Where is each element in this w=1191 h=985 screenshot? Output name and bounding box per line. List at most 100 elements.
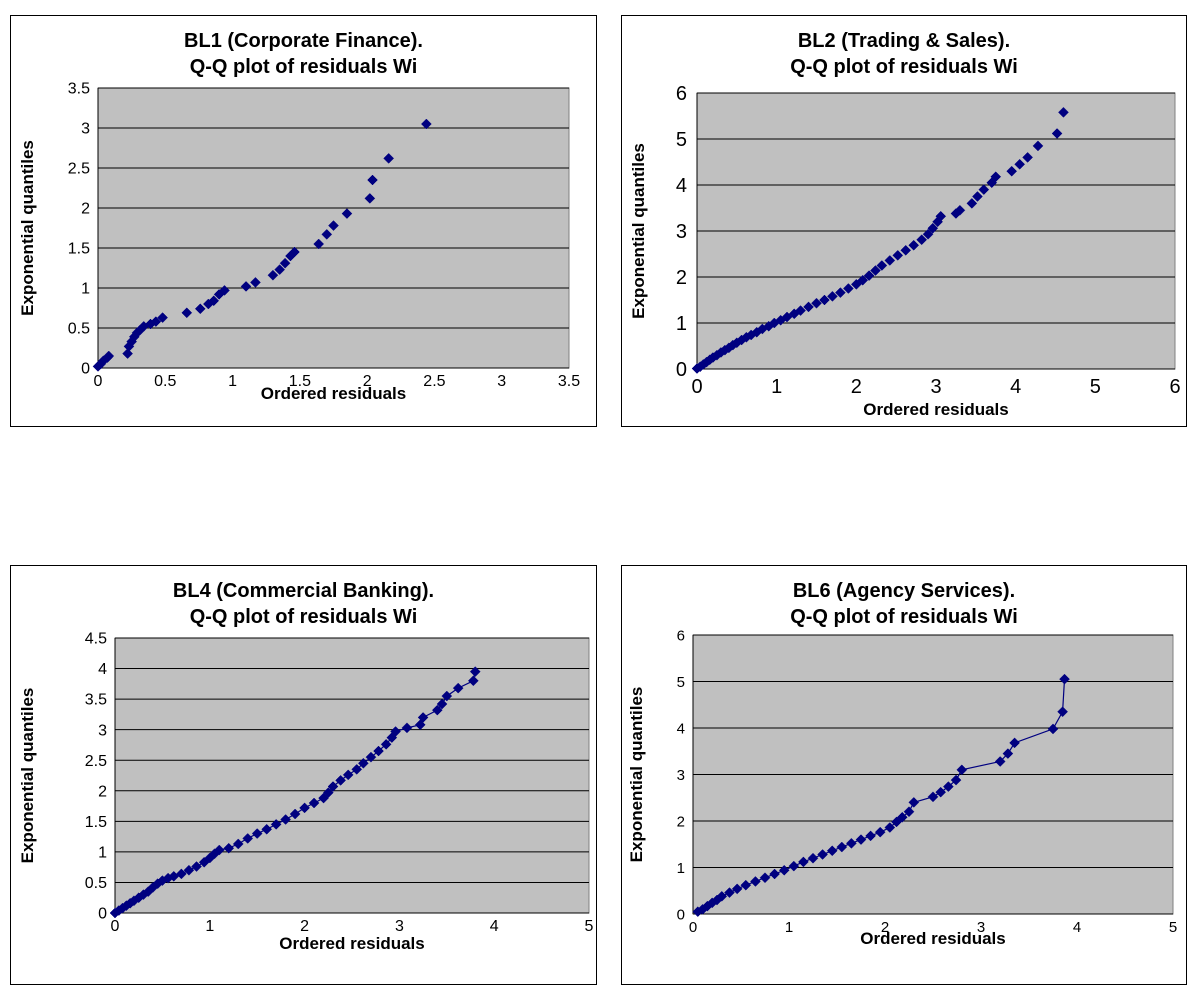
data-point <box>769 868 780 880</box>
x-tick-label: 5 <box>1169 919 1177 936</box>
chart-title-line-1: BL6 (Agency Services). <box>792 580 1016 602</box>
data-point <box>892 250 904 261</box>
data-point <box>194 303 206 315</box>
x-tick-label: 4 <box>490 918 499 935</box>
y-tick-label: 5 <box>677 674 685 691</box>
data-point <box>855 834 867 845</box>
x-tick-label: 0.5 <box>154 373 176 390</box>
x-axis-label: Ordered residuals <box>279 934 425 953</box>
data-point <box>122 348 133 359</box>
data-point <box>1022 152 1033 163</box>
data-point <box>817 849 828 860</box>
data-point <box>836 841 848 853</box>
chart-panel-bl4: BL4 (Commercial Banking). Q-Q plot of re… <box>10 565 597 985</box>
x-tick-label: 5 <box>1090 376 1101 398</box>
data-point <box>994 756 1006 767</box>
data-point <box>819 294 830 306</box>
data-point <box>383 153 395 164</box>
data-point <box>279 257 291 269</box>
y-tick-label: 5 <box>676 129 687 151</box>
chart-title-line-1: BL1 (Corporate Finance). <box>184 30 423 52</box>
data-point <box>401 722 413 734</box>
y-axis-label: Exponential quantiles <box>627 687 646 863</box>
data-point <box>308 797 320 809</box>
data-point <box>213 844 225 856</box>
data-point <box>467 675 479 687</box>
chart-title-line-2: Q-Q plot of residuals Wi <box>189 56 418 78</box>
chart-title: BL1 (Corporate Finance). Q-Q plot of res… <box>11 28 596 80</box>
y-tick-label: 4 <box>98 661 107 678</box>
y-tick-label: 3.5 <box>85 692 107 709</box>
y-tick-label: 0 <box>81 361 90 378</box>
data-point <box>380 738 392 750</box>
chart-title-line-2: Q-Q plot of residuals Wi <box>790 606 1018 628</box>
data-point <box>431 704 443 716</box>
data-point <box>1047 723 1059 735</box>
x-tick-label: 0 <box>691 376 702 398</box>
data-point <box>219 285 230 296</box>
data-point <box>335 775 346 786</box>
data-point <box>807 852 819 864</box>
x-tick-label: 1 <box>771 376 782 398</box>
x-tick-label: 3.5 <box>558 373 580 390</box>
x-tick-label: 2 <box>881 919 889 936</box>
x-tick-label: 3 <box>977 919 985 936</box>
x-tick-label: 2 <box>300 918 309 935</box>
x-tick-label: 4 <box>1073 919 1081 936</box>
y-tick-label: 3 <box>98 722 107 739</box>
data-point <box>417 712 429 723</box>
data-point <box>358 757 369 769</box>
scatter-plot: 0 1 2 3 4 5 6 0 1 2 3 4 5 Ordered residuals Exponentia… <box>627 627 1177 948</box>
y-tick-label: 3 <box>81 121 90 138</box>
data-point <box>943 781 954 792</box>
data-point <box>935 210 947 222</box>
data-point <box>232 838 244 850</box>
x-tick-label: 2.5 <box>423 373 445 390</box>
data-point <box>900 244 912 256</box>
data-point <box>803 301 814 313</box>
data-point <box>903 806 915 818</box>
x-tick-label: 1 <box>205 918 214 935</box>
data-point <box>341 208 353 219</box>
x-tick-label: 4 <box>1010 376 1021 398</box>
data-point <box>863 270 875 281</box>
data-point <box>908 239 920 251</box>
data-point <box>270 819 282 830</box>
data-point <box>1057 706 1068 718</box>
scatter-plot: 0 0.5 1 1.5 2 2.5 3 3.5 4 4.5 0 1 2 3 4 5 Ordered residu… <box>18 631 594 953</box>
chart-title-line-1: BL4 (Commercial Banking). <box>172 580 435 602</box>
data-point <box>299 802 310 814</box>
y-axis-label: Exponential quantiles <box>18 140 37 316</box>
chart-panel-bl6: BL6 (Agency Services). Q-Q plot of resid… <box>621 565 1187 985</box>
data-point <box>441 690 453 702</box>
data-point <box>891 816 902 828</box>
data-point <box>289 808 301 820</box>
y-axis-label: Exponential quantiles <box>629 143 648 319</box>
data-point <box>811 297 822 309</box>
y-tick-label: 0 <box>98 906 107 923</box>
data-point <box>950 774 962 786</box>
data-point <box>1051 128 1063 139</box>
data-point <box>759 872 771 884</box>
data-point <box>157 312 168 323</box>
data-point <box>857 274 869 286</box>
data-point <box>322 787 334 798</box>
data-point <box>365 751 377 763</box>
x-tick-label: 0 <box>689 919 697 936</box>
chart-title-line-2: Q-Q plot of residuals Wi <box>790 56 1018 78</box>
data-point <box>956 764 968 776</box>
data-point <box>327 781 339 792</box>
x-tick-label: 5 <box>585 918 594 935</box>
data-point <box>240 281 252 292</box>
data-point <box>788 860 800 872</box>
x-tick-label: 0 <box>111 918 120 935</box>
data-point <box>870 265 881 276</box>
data-point <box>1009 737 1020 749</box>
y-tick-label: 1.5 <box>85 814 107 831</box>
data-point <box>865 830 876 842</box>
y-tick-label: 2 <box>677 813 685 830</box>
data-point <box>850 279 862 290</box>
scatter-plot: 0 0.5 1 1.5 2 2.5 3 3.5 0 0.5 1 1.5 2 2.5 3 3.5 Ordered … <box>18 81 580 403</box>
y-tick-label: 0.5 <box>85 875 107 892</box>
data-point <box>1058 106 1069 118</box>
